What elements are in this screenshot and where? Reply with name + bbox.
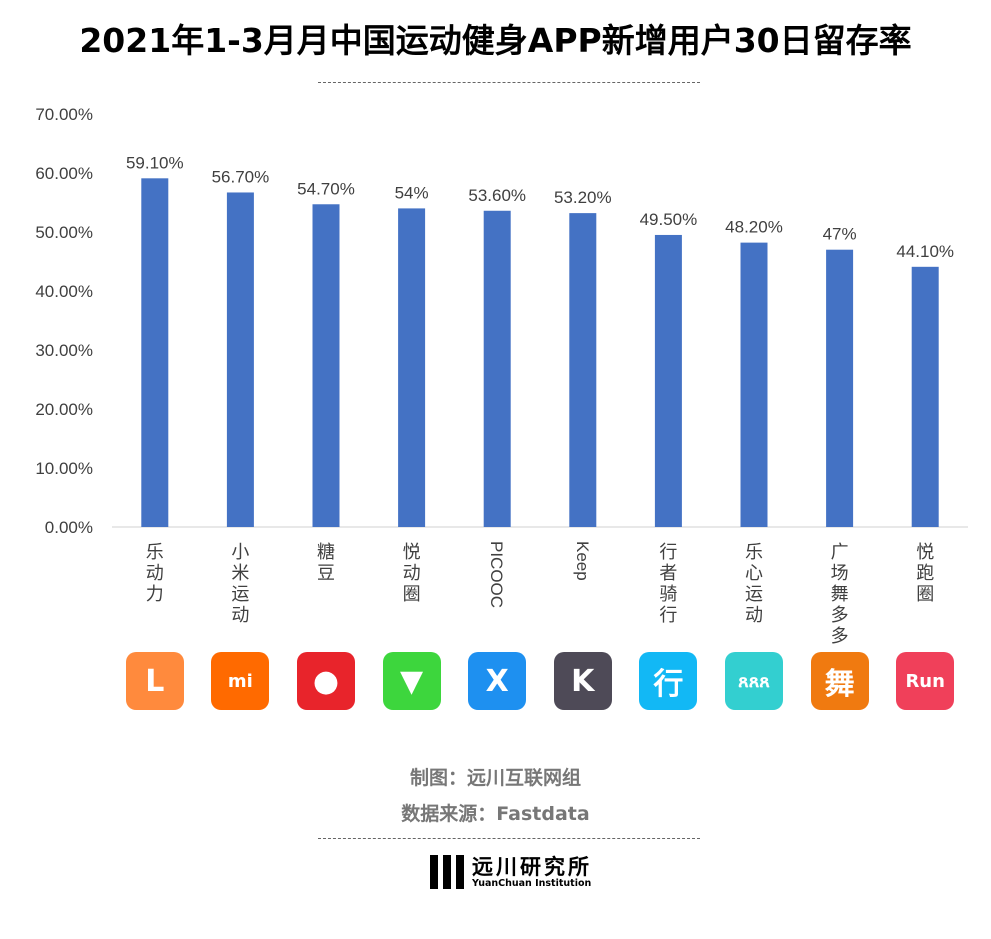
- bar-chart: 0.00% 10.00% 20.00% 30.00% 40.00% 50.00% 60.00…: [35, 105, 968, 646]
- data-label: 56.70%: [212, 167, 270, 186]
- y-tick-label: 70.00%: [35, 105, 93, 124]
- xiaomi-sport-icon: mi: [211, 652, 270, 710]
- data-label: 54%: [395, 183, 429, 202]
- bar: [141, 178, 169, 527]
- bar: [911, 266, 939, 527]
- data-label: 48.20%: [725, 218, 783, 237]
- x-tick-label: 悦动圈: [403, 542, 421, 604]
- bar: [654, 234, 682, 527]
- footer-divider: [318, 838, 700, 839]
- x-tick-label: 行者骑行: [659, 542, 677, 625]
- picooc-icon: X: [468, 652, 527, 710]
- x-tick-label: 糖豆: [317, 542, 335, 583]
- yuepao-icon: Run: [896, 652, 955, 710]
- ledongli-icon: L: [125, 652, 184, 710]
- x-tick-label: 悦跑圈: [916, 542, 934, 604]
- data-label: 54.70%: [297, 179, 355, 198]
- data-label: 53.60%: [468, 186, 526, 205]
- bar: [740, 242, 768, 527]
- y-tick-label: 40.00%: [35, 282, 93, 301]
- bar: [569, 213, 597, 527]
- tangdou-icon: ●: [297, 652, 355, 710]
- x-tick-label: PICOOC: [487, 541, 506, 608]
- logo-cn: 远川研究所: [472, 854, 592, 879]
- y-tick-label: 10.00%: [35, 459, 93, 478]
- bar: [226, 192, 254, 527]
- bar: [483, 210, 511, 527]
- yuedongquan-icon: ▼: [382, 652, 441, 710]
- keep-icon: K: [553, 652, 612, 710]
- data-label: 59.10%: [126, 153, 184, 172]
- y-tick-label: 20.00%: [35, 400, 93, 419]
- made-by-credit: 制图：远川互联网组: [409, 767, 581, 789]
- chart-title: 2021年1-3月月中国运动健身APP新增用户30日留存率: [79, 21, 912, 60]
- y-tick-label: 50.00%: [35, 223, 93, 242]
- logo-bars-icon: [430, 855, 464, 889]
- bar: [312, 204, 340, 527]
- data-label: 49.50%: [640, 210, 698, 229]
- data-label: 53.20%: [554, 188, 612, 207]
- guangchangwu-icon: 舞: [810, 652, 869, 710]
- y-tick-label: 60.00%: [35, 164, 93, 183]
- x-tick-label: Keep: [573, 541, 592, 581]
- bar: [826, 249, 854, 527]
- y-tick-label: 0.00%: [45, 518, 93, 537]
- title-divider: [318, 82, 700, 83]
- y-tick-label: 30.00%: [35, 341, 93, 360]
- xingzhe-icon: 行: [639, 652, 698, 710]
- x-tick-label: 广场舞多多: [831, 542, 849, 646]
- x-tick-label: 乐动力: [146, 542, 164, 604]
- lexin-icon: ጸጸጸ: [725, 652, 783, 710]
- bar: [398, 208, 426, 527]
- x-tick-label: 乐心运动: [745, 542, 763, 625]
- data-label: 47%: [823, 225, 857, 244]
- data-label: 44.10%: [896, 242, 954, 261]
- x-tick-label: 小米运动: [231, 542, 249, 625]
- logo-en: YuanChuan Institution: [472, 877, 592, 889]
- source-credit: 数据来源：Fastdata: [401, 803, 590, 825]
- yuanchuan-logo: 远川研究所 YuanChuan Institution: [430, 855, 592, 889]
